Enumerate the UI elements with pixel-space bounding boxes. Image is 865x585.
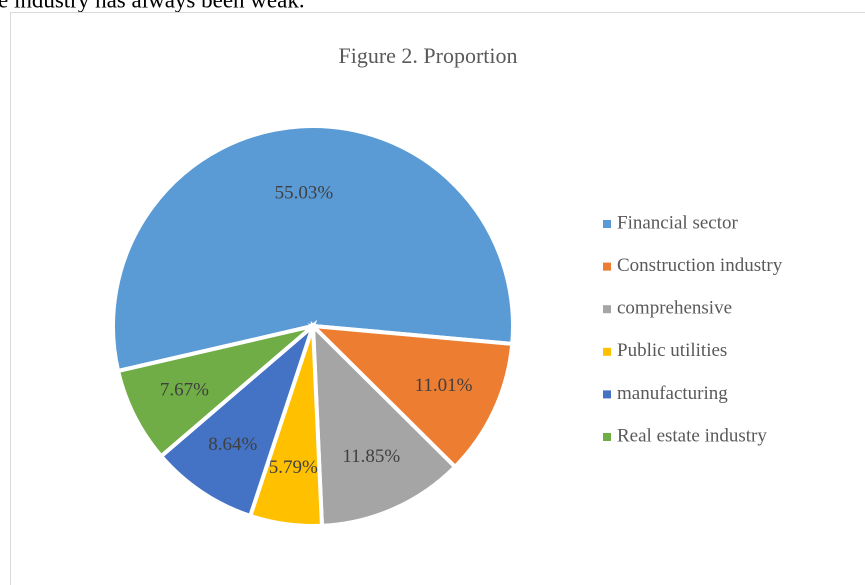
body-text: e industry has always been weak. bbox=[0, 0, 305, 12]
legend-swatch bbox=[603, 220, 611, 228]
legend-label: Real estate industry bbox=[617, 425, 767, 446]
data-label: 11.85% bbox=[342, 446, 400, 467]
legend-label: Financial sector bbox=[617, 212, 738, 233]
legend-label: Construction industry bbox=[617, 255, 783, 276]
pie-slice bbox=[158, 319, 318, 519]
legend-swatch bbox=[603, 433, 611, 441]
data-label: 7.67% bbox=[160, 379, 209, 400]
data-label: 5.79% bbox=[269, 457, 318, 478]
pie-slice bbox=[307, 323, 515, 470]
pie-slice bbox=[115, 324, 315, 460]
legend-label: manufacturing bbox=[617, 383, 728, 404]
legend-swatch bbox=[603, 305, 611, 314]
legend-swatch bbox=[603, 262, 611, 271]
chart-border bbox=[10, 12, 865, 585]
legend-label: Public utilities bbox=[617, 340, 727, 361]
legend-swatch bbox=[603, 347, 611, 356]
legend-swatch bbox=[603, 390, 611, 399]
data-label: 8.64% bbox=[208, 434, 257, 455]
pie-slice bbox=[111, 124, 515, 374]
pie-slice bbox=[310, 320, 458, 528]
legend-label: comprehensive bbox=[617, 298, 732, 319]
chart-title: Figure 2. Proportion bbox=[338, 43, 517, 68]
data-label: 55.03% bbox=[275, 183, 334, 204]
data-label: 11.01% bbox=[415, 375, 473, 396]
